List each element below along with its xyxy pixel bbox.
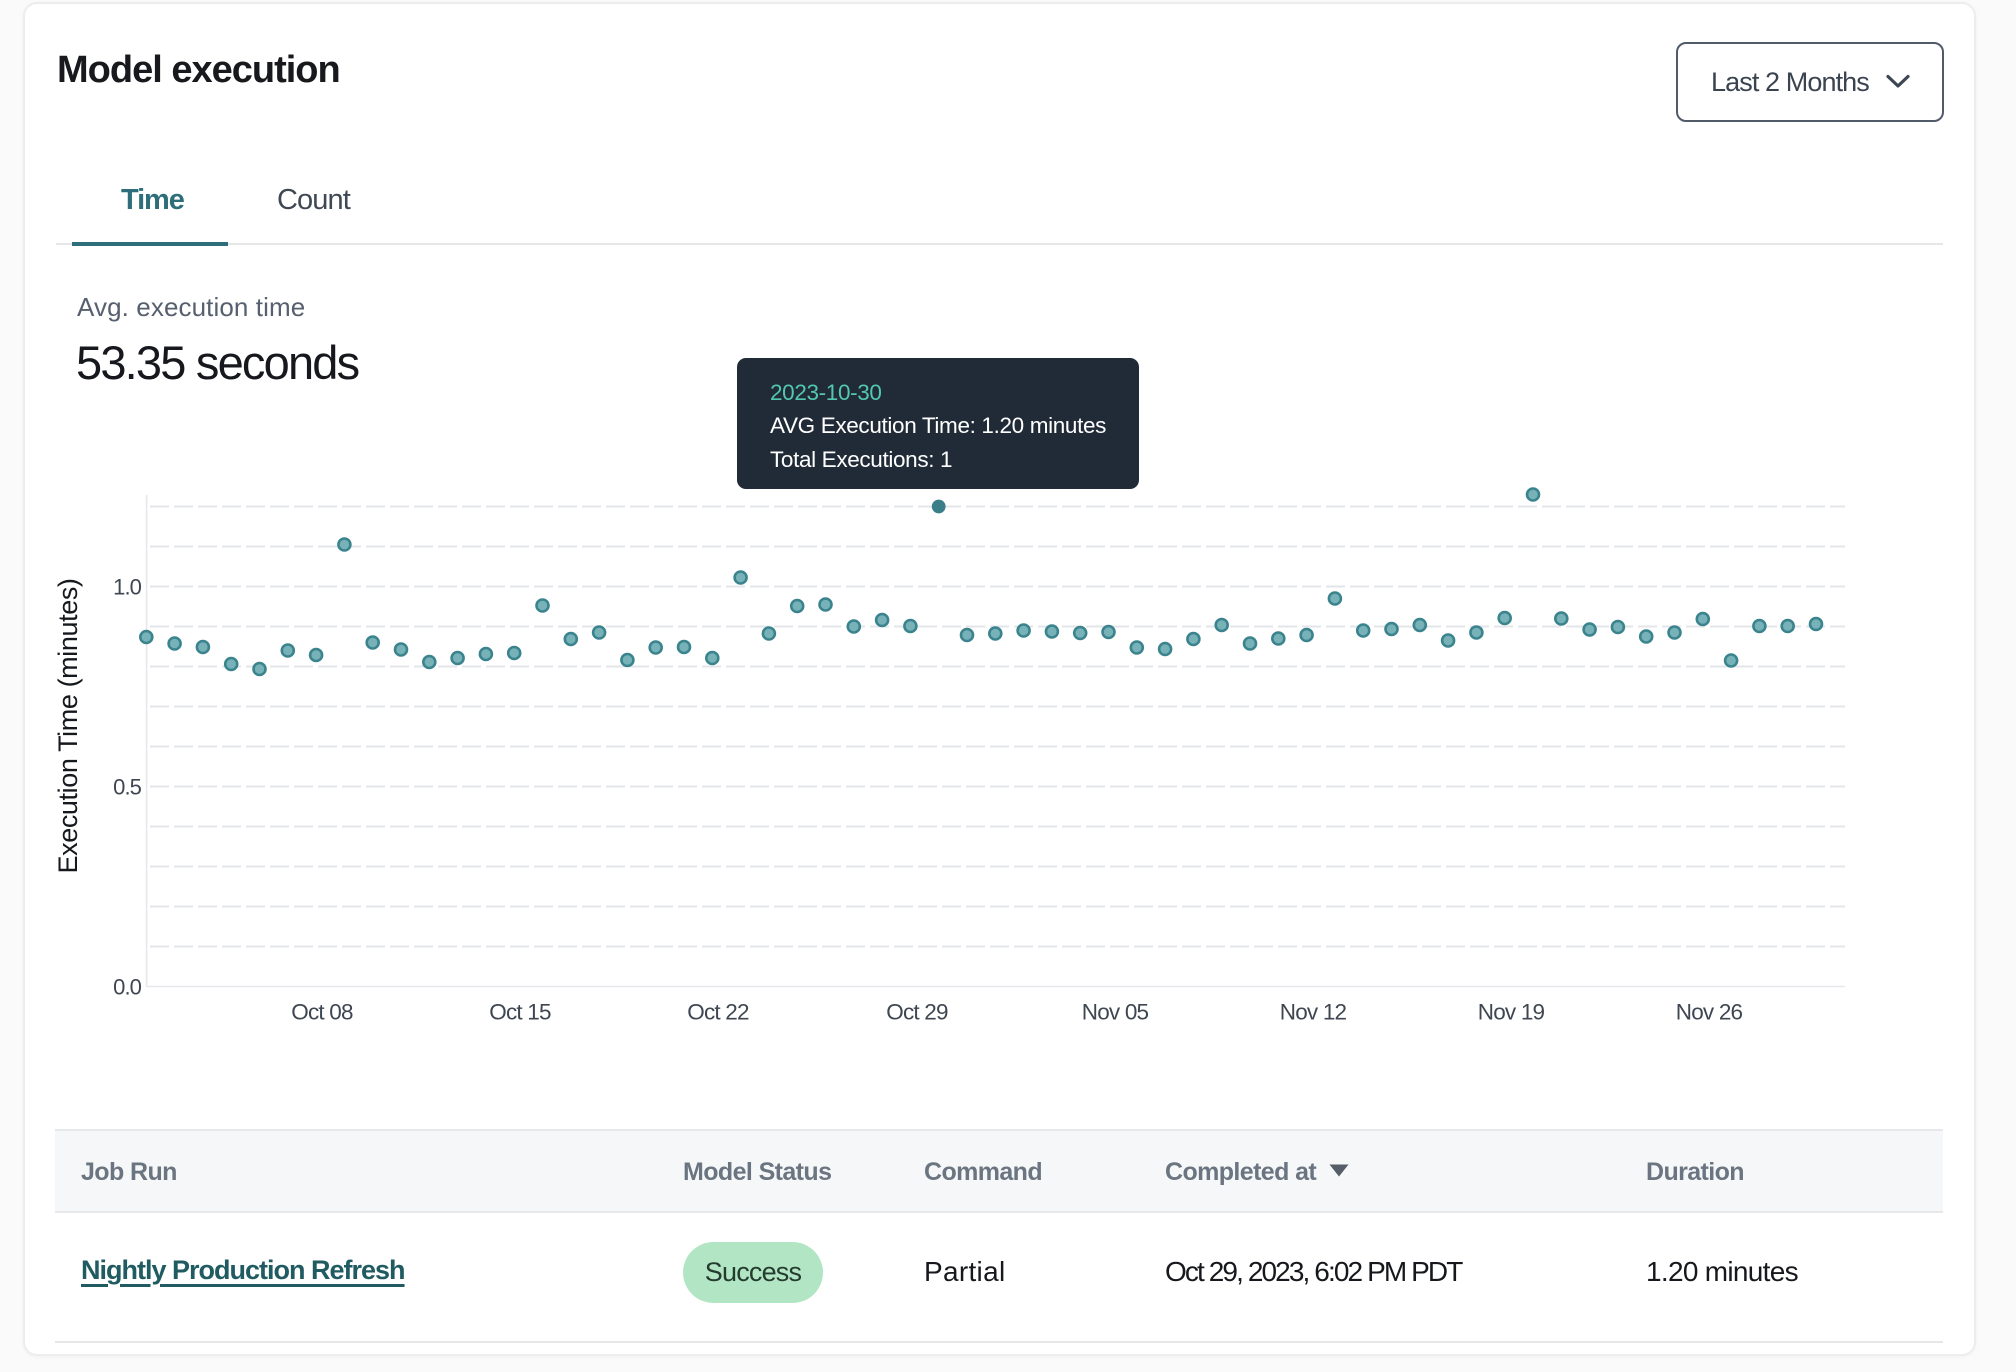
svg-text:0.0: 0.0	[113, 975, 142, 1000]
svg-text:Oct 08: Oct 08	[291, 1000, 353, 1025]
svg-text:Execution Time (minutes): Execution Time (minutes)	[53, 578, 83, 873]
svg-text:0.5: 0.5	[113, 775, 142, 800]
svg-text:Nov 05: Nov 05	[1082, 1000, 1149, 1025]
svg-text:Nov 26: Nov 26	[1676, 1000, 1743, 1025]
svg-text:Oct 22: Oct 22	[687, 1000, 749, 1025]
svg-text:Nov 12: Nov 12	[1280, 1000, 1347, 1025]
svg-text:Nov 19: Nov 19	[1478, 1000, 1545, 1025]
svg-text:Oct 15: Oct 15	[489, 1000, 551, 1025]
svg-text:Oct 29: Oct 29	[886, 1000, 948, 1025]
svg-text:1.0: 1.0	[113, 575, 142, 600]
